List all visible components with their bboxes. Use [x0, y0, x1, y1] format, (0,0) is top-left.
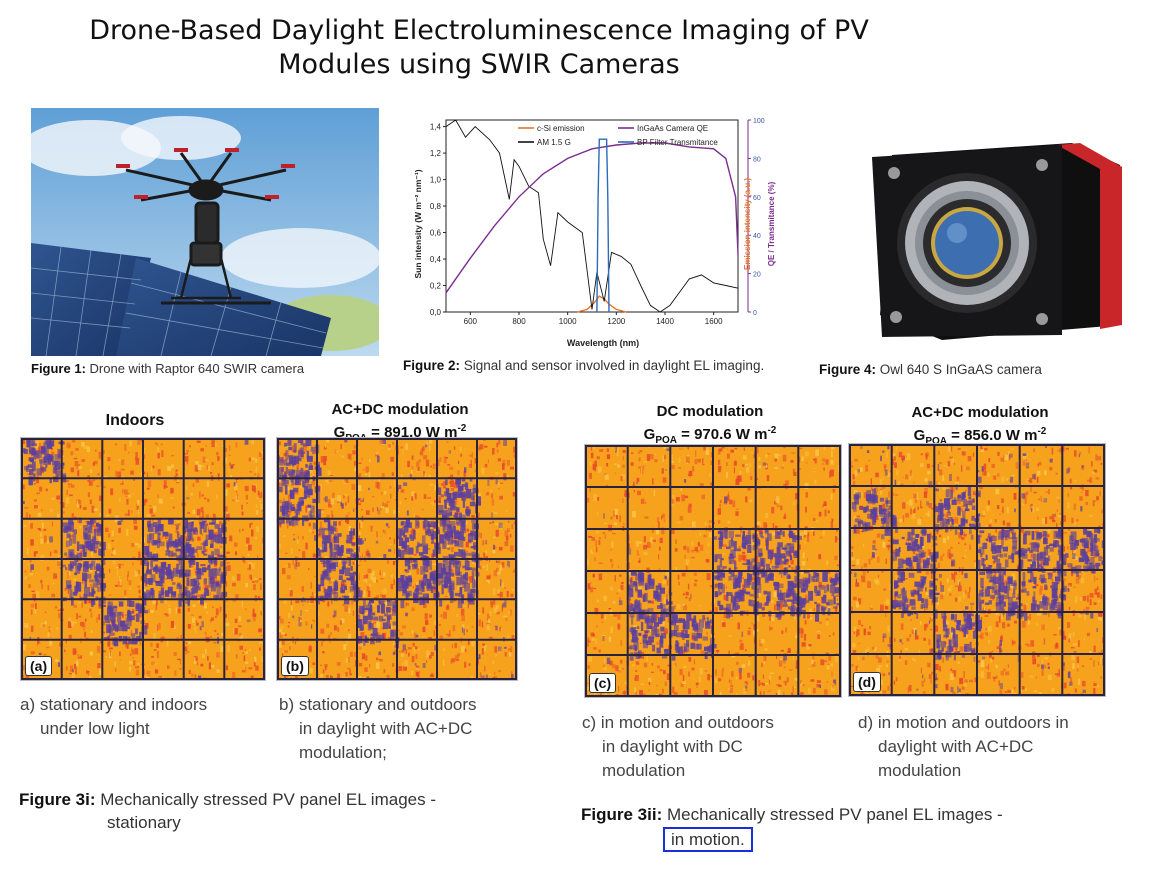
- y-right-tick-label: 80: [753, 156, 761, 163]
- panel-c-caption: c) in motion and outdoors in daylight wi…: [582, 713, 774, 780]
- y-tick-label: 0,4: [430, 255, 442, 264]
- panel-c-tag: (c): [589, 673, 617, 693]
- y-tick-label: 1,4: [430, 123, 442, 132]
- x-tick-label: 600: [464, 317, 478, 326]
- chart-ticks: 600 800 1000 1200 1400 16000,00,20,40,60,81,0…: [430, 118, 765, 326]
- y-tick-label: 1,0: [430, 176, 442, 185]
- y-right-tick-label: 100: [753, 118, 765, 125]
- x-axis-label: Wavelength (nm): [567, 338, 639, 348]
- legend-label-1: AM 1.5 G: [537, 138, 571, 147]
- panel-d-heading: AC+DC modulation GPOA = 856.0 W m-2: [911, 404, 1049, 447]
- y-axis-label-right-2: QE / Transmitance (%): [767, 181, 776, 266]
- in-motion-highlight: in motion.: [663, 827, 753, 852]
- y-right-tick-label: 60: [753, 195, 761, 202]
- legend-label-3: BP Filter Transmitance: [637, 138, 718, 147]
- series-line-3: [596, 138, 610, 313]
- page-title: Drone-Based Daylight Electroluminescence…: [89, 15, 869, 80]
- spectrum-chart: 600 800 1000 1200 1400 1600 0,0 0,2 0,4 0,6 0,8 1,0…: [408, 112, 780, 350]
- drone-photo: [31, 108, 379, 356]
- chart-series: [445, 119, 739, 313]
- figure3ii-caption: Figure 3ii: Mechanically stressed PV pan…: [581, 803, 1141, 852]
- y-tick-label: 0,8: [430, 202, 442, 211]
- panel-c-heading: DC modulation GPOA = 970.6 W m-2: [643, 403, 777, 446]
- series-line-0: [577, 295, 627, 313]
- x-tick-label: 800: [512, 317, 526, 326]
- owl-camera-photo: [872, 125, 1134, 347]
- panel-a-caption: a) stationary and indoors under low ligh…: [20, 695, 208, 738]
- x-tick-label: 1000: [559, 317, 577, 326]
- figure1-caption: Figure 1: Drone with Raptor 640 SWIR cam…: [31, 361, 305, 376]
- y-tick-label: 0,0: [430, 308, 442, 317]
- y-axis-label-left: Sun intensity (W m⁻² nm⁻¹): [413, 169, 423, 278]
- series-line-2: [445, 142, 739, 294]
- figure4-caption: Figure 4: Owl 640 S InGaAS camera: [819, 362, 1042, 377]
- panel-a-tag: (a): [25, 656, 53, 676]
- legend-label-0: c-Si emission: [537, 124, 585, 133]
- panel-b-heading: AC+DC modulation GPOA = 891.0 W m-2: [331, 401, 469, 444]
- panel-d-caption: d) in motion and outdoors in daylight wi…: [858, 713, 1069, 780]
- el-image-a: (a): [20, 437, 268, 687]
- y-axis-label-right-1: Emission intensity (a.u.): [743, 178, 752, 270]
- panel-a-heading: Indoors: [105, 412, 165, 429]
- el-image-c: (c): [584, 444, 846, 702]
- y-right-tick-label: 20: [753, 272, 761, 279]
- y-right-tick-label: 0: [753, 310, 757, 317]
- x-tick-label: 1200: [607, 317, 625, 326]
- panel-b-tag: (b): [281, 656, 309, 676]
- y-tick-label: 1,2: [430, 149, 442, 158]
- y-right-tick-label: 40: [753, 233, 761, 240]
- x-tick-label: 1600: [705, 317, 723, 326]
- panel-d-tag: (d): [853, 672, 881, 692]
- el-image-d: (d): [848, 443, 1110, 702]
- y-tick-label: 0,6: [430, 229, 442, 238]
- chart-legend: c-Si emission AM 1.5 G InGaAs Camera QE BP …: [518, 124, 718, 147]
- figure2-caption: Figure 2: Signal and sensor involved in …: [403, 358, 765, 373]
- chart-frame: [445, 119, 749, 313]
- plot-area: [445, 119, 739, 313]
- el-image-b: (b): [276, 437, 520, 686]
- figure3i-caption: Figure 3i: Mechanically stressed PV pane…: [19, 790, 436, 832]
- legend-label-2: InGaAs Camera QE: [637, 124, 708, 133]
- y-tick-label: 0,2: [430, 282, 442, 291]
- panel-b-caption: b) stationary and outdoors in daylight w…: [279, 695, 477, 762]
- series-line-1: [445, 119, 739, 313]
- x-tick-label: 1400: [656, 317, 674, 326]
